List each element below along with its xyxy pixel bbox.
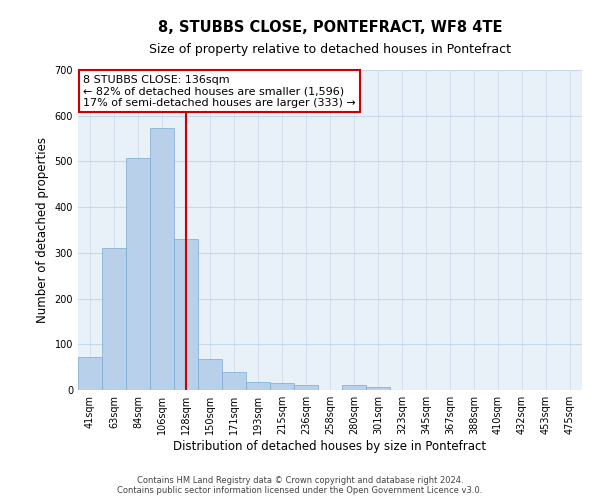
Bar <box>150 128 174 390</box>
Text: 8 STUBBS CLOSE: 136sqm
← 82% of detached houses are smaller (1,596)
17% of semi-: 8 STUBBS CLOSE: 136sqm ← 82% of detached… <box>83 75 356 108</box>
Bar <box>366 388 390 390</box>
Text: 8, STUBBS CLOSE, PONTEFRACT, WF8 4TE: 8, STUBBS CLOSE, PONTEFRACT, WF8 4TE <box>158 20 502 35</box>
X-axis label: Distribution of detached houses by size in Pontefract: Distribution of detached houses by size … <box>173 440 487 453</box>
Bar <box>102 248 126 390</box>
Bar <box>246 382 270 390</box>
Text: Contains HM Land Registry data © Crown copyright and database right 2024.
Contai: Contains HM Land Registry data © Crown c… <box>118 476 482 495</box>
Y-axis label: Number of detached properties: Number of detached properties <box>36 137 49 323</box>
Text: Size of property relative to detached houses in Pontefract: Size of property relative to detached ho… <box>149 42 511 56</box>
Bar <box>270 383 294 390</box>
Bar <box>198 359 222 390</box>
Bar <box>78 357 102 390</box>
Bar <box>174 238 198 390</box>
Bar <box>342 386 366 390</box>
Bar <box>294 386 318 390</box>
Bar <box>222 372 246 390</box>
Bar <box>126 158 150 390</box>
